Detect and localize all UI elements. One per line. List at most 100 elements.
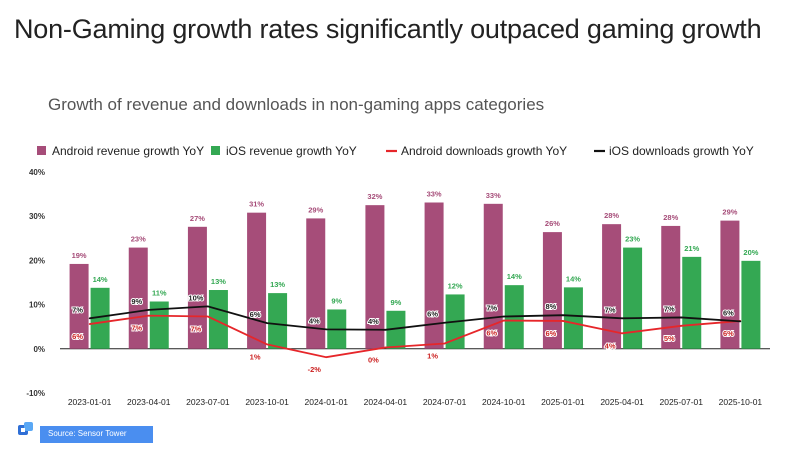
bar [247, 212, 267, 349]
bar-data-label: 11% [152, 289, 167, 298]
bar-data-label: 14% [507, 272, 522, 281]
bar-data-label: 28% [604, 211, 619, 220]
x-tick-label: 2023-10-01 [245, 397, 289, 407]
line-data-label: 6% [72, 332, 83, 341]
bar [623, 247, 643, 349]
line-point [621, 317, 623, 320]
line-data-label: 7% [664, 304, 675, 313]
bar-data-label: 31% [249, 200, 264, 209]
bar [306, 218, 326, 349]
bar-data-label: 29% [722, 208, 737, 217]
x-tick-label: 2023-04-01 [127, 397, 171, 407]
x-tick-label: 2023-07-01 [186, 397, 230, 407]
chart-subtitle: Growth of revenue and downloads in non-g… [48, 95, 545, 114]
x-tick-label: 2025-07-01 [660, 397, 704, 407]
line-data-label: 4% [605, 341, 616, 350]
bar [149, 301, 169, 349]
line-data-label: 6% [723, 308, 734, 317]
bar-data-label: 23% [131, 235, 146, 244]
source-label: Source: Sensor Tower [48, 429, 127, 438]
line-data-label: 0% [368, 355, 379, 364]
line-point [502, 315, 505, 318]
bar [563, 287, 583, 349]
bar-data-label: 9% [390, 298, 401, 307]
legend-entry: Android revenue growth YoY [52, 144, 204, 158]
line-data-label: 6% [723, 329, 734, 338]
bar [90, 287, 110, 349]
line-point [266, 322, 268, 324]
line-point [739, 320, 742, 323]
bar-data-label: 33% [427, 189, 442, 198]
line-point [88, 317, 91, 320]
line-point [443, 342, 446, 345]
y-tick-label: 40% [29, 168, 45, 177]
legend-swatch [37, 146, 46, 155]
bar-data-label: 23% [625, 235, 640, 244]
bar-data-label: 12% [448, 281, 463, 290]
bar [720, 220, 740, 349]
bar [128, 247, 148, 349]
legend: Android revenue growth YoY iOS revenue gr… [37, 144, 754, 158]
bar-data-label: 13% [270, 280, 285, 289]
legend-entry: iOS revenue growth YoY [226, 144, 357, 158]
line-point [384, 346, 387, 349]
bar [542, 232, 562, 349]
bar-data-label: 19% [72, 251, 87, 260]
y-axis: -10% 0% 10% 20% 30% 40% [26, 168, 770, 398]
line-data-label: 1% [250, 352, 261, 361]
bar [424, 202, 444, 349]
x-tick-label: 2025-01-01 [541, 397, 585, 407]
series-line [89, 314, 741, 359]
bar [682, 256, 702, 349]
line-point [325, 328, 328, 331]
line-point [325, 356, 328, 358]
y-tick-label: -10% [26, 389, 45, 398]
line-point [207, 305, 209, 308]
line-data-label: 1% [427, 351, 438, 360]
line-point [562, 320, 564, 322]
y-tick-label: 10% [29, 301, 45, 310]
line-point [621, 332, 623, 335]
x-tick-label: 2025-04-01 [600, 397, 644, 407]
line-point [384, 328, 387, 331]
line-data-label: -2% [308, 365, 322, 374]
bar-data-label: 20% [743, 248, 758, 257]
line-point [562, 314, 564, 317]
bar [741, 260, 761, 349]
line-data-label: 10% [188, 293, 203, 302]
bar [483, 203, 503, 349]
line-data-label: 7% [486, 304, 497, 313]
line-data-label: 4% [368, 317, 379, 326]
line-data-label: 6% [427, 310, 438, 319]
x-tick-label: 2025-10-01 [719, 397, 763, 407]
data-labels: 19% 23% 27% 31% 29% 32% 33% 33% 26% 28% 28% 29% 14% 1… [71, 189, 759, 375]
line-data-label: 7% [72, 305, 83, 314]
line-point [88, 323, 91, 325]
bar-data-label: 13% [211, 277, 226, 286]
bar-data-label: 21% [684, 244, 699, 253]
line-point [680, 325, 683, 327]
bar-data-label: 14% [566, 274, 581, 283]
x-tick-label: 2024-01-01 [305, 397, 349, 407]
line-data-label: 6% [545, 329, 556, 338]
bar-data-label: 28% [663, 213, 678, 222]
line-data-label: 4% [309, 316, 320, 325]
line-data-label: 7% [605, 305, 616, 314]
page-title: Non-Gaming growth rates significantly ou… [14, 14, 762, 44]
legend-entry: Android downloads growth YoY [401, 144, 567, 158]
bar-data-label: 32% [367, 192, 382, 201]
series-line [89, 305, 741, 331]
line-point [680, 316, 683, 319]
line-data-label: 6% [486, 329, 497, 338]
bar [268, 293, 288, 349]
y-tick-label: 0% [33, 345, 45, 354]
line-data-label: 7% [131, 324, 142, 333]
bar-data-label: 27% [190, 214, 205, 223]
line-point [502, 319, 505, 322]
bar-data-label: 29% [308, 205, 323, 214]
line-point [147, 309, 150, 311]
line-data-label: 8% [545, 302, 556, 311]
bar [661, 225, 681, 349]
legend-swatch [211, 146, 220, 155]
